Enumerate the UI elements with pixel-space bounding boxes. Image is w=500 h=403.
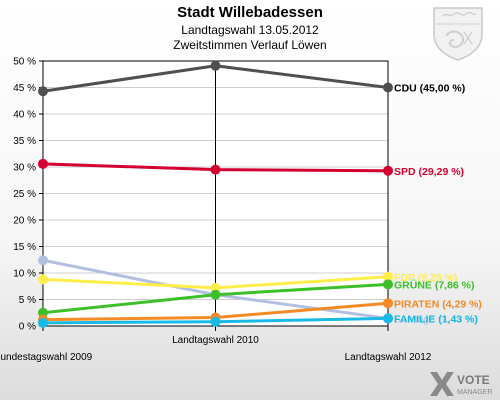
x-tick-label: Landtagswahl 2012	[345, 352, 432, 363]
chart-title: Stadt Willebadessen	[177, 4, 323, 21]
y-tick-label: 15 %	[13, 242, 36, 253]
data-point-grüne	[38, 307, 48, 318]
x-tick-label: Landtagswahl 2010	[172, 335, 259, 346]
data-point-cdu	[38, 86, 48, 97]
data-point-cdu	[383, 82, 393, 93]
data-point-fdp	[383, 271, 393, 282]
y-tick-label: 0 %	[19, 322, 36, 333]
y-tick-label: 35 %	[13, 136, 36, 147]
y-tick-label: 45 %	[13, 83, 36, 94]
votemanager-logo: VOTE MANAGER	[428, 368, 496, 403]
data-point-familie	[38, 317, 48, 328]
y-tick-label: 50 %	[13, 57, 36, 68]
chart-subtitle-description: Zweitstimmen Verlauf Löwen	[173, 38, 327, 52]
x-tick-label: Bundestagswahl 2009	[0, 352, 93, 363]
y-tick-label: 10 %	[13, 269, 36, 280]
data-point-piraten	[383, 298, 393, 309]
y-tick-label: 30 %	[13, 163, 36, 174]
data-point-grüne	[383, 279, 393, 290]
data-point-spd	[210, 164, 221, 175]
data-point-fdp	[38, 274, 48, 285]
series-end-label: FAMILIE (1,43 %)	[394, 313, 478, 325]
data-point-spd	[38, 158, 48, 169]
series-end-label: GRÜNE (7,86 %)	[394, 278, 475, 291]
data-point-familie	[210, 316, 221, 327]
logo-subword: MANAGER	[457, 389, 492, 396]
coat-of-arms-icon	[433, 7, 483, 61]
series-end-label: CDU (45,00 %)	[394, 83, 465, 95]
data-point-sonstige	[38, 255, 48, 266]
chart-subtitle-election: Landtagswahl 13.05.2012	[181, 23, 319, 37]
data-point-familie	[383, 313, 393, 324]
series-end-label: PIRATEN (4,29 %)	[394, 298, 482, 310]
data-point-fdp	[210, 282, 221, 293]
series-end-label: Sonstige (1,43 %)	[394, 313, 477, 325]
y-tick-label: 25 %	[13, 189, 36, 200]
y-tick-label: 20 %	[13, 216, 36, 227]
data-point-spd	[383, 165, 393, 176]
data-point-cdu	[210, 60, 221, 71]
series-end-label: SPD (29,29 %)	[394, 166, 464, 178]
y-tick-label: 5 %	[19, 295, 36, 306]
series-end-label: FDP (9,29 %)	[394, 272, 457, 284]
logo-word: VOTE	[457, 373, 490, 387]
data-point-grüne	[210, 289, 221, 300]
y-tick-label: 40 %	[13, 110, 36, 121]
